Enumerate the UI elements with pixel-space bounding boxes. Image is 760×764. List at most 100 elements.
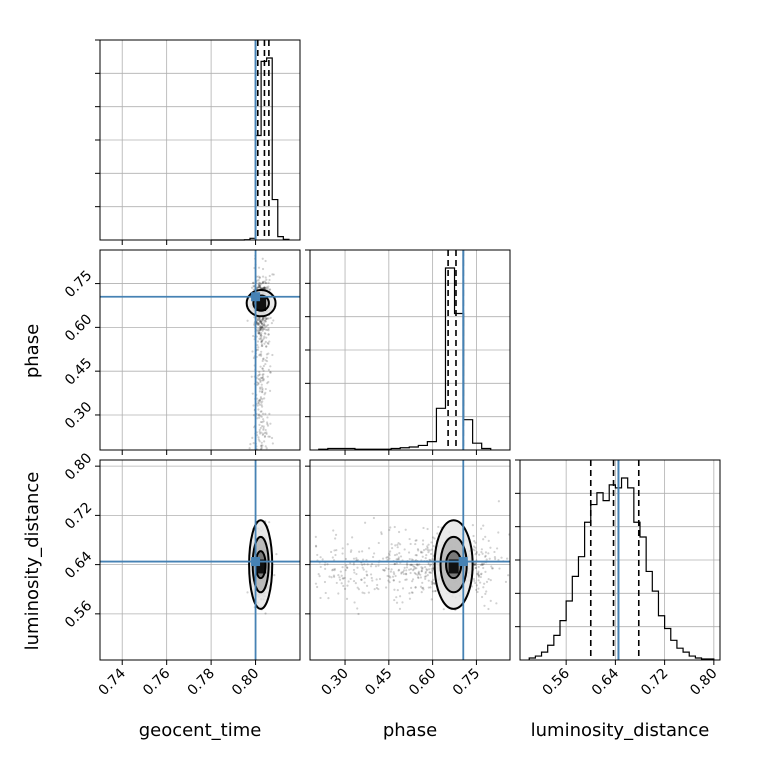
sample-point (261, 322, 264, 326)
sample-point (474, 553, 477, 556)
sample-point (261, 389, 264, 392)
sample-point (409, 568, 413, 571)
sample-point (416, 548, 420, 551)
sample-point (495, 602, 498, 605)
sample-point (485, 558, 488, 561)
sample-point (321, 558, 324, 561)
sample-point (363, 592, 366, 595)
sample-point (402, 569, 406, 572)
sample-point (262, 425, 265, 428)
sample-point (260, 326, 263, 329)
sample-point (264, 328, 268, 331)
sample-point (265, 317, 268, 320)
sample-point (319, 596, 322, 600)
sample-point (414, 539, 417, 542)
sample-point (261, 267, 265, 271)
sample-point (257, 266, 261, 269)
sample-point (256, 344, 259, 347)
pair-geocent-time-phase (100, 250, 300, 450)
sample-point (405, 566, 409, 569)
sample-point (259, 325, 262, 328)
sample-point (265, 359, 269, 363)
sample-point (258, 332, 261, 336)
sample-point (397, 530, 401, 534)
sample-point (261, 318, 264, 321)
sample-point (389, 550, 392, 553)
sample-point (411, 591, 414, 594)
sample-point (267, 333, 270, 336)
sample-point (385, 556, 388, 559)
frame-hist-geocent-time (99, 39, 301, 241)
sample-point (263, 319, 266, 322)
sample-point (366, 574, 369, 577)
sample-point (490, 567, 494, 570)
sample-point (340, 582, 343, 585)
sample-point (392, 579, 395, 582)
sample-point (257, 285, 261, 289)
sample-point (404, 578, 407, 581)
sample-point (261, 376, 264, 380)
sample-point (416, 564, 419, 567)
sample-point (426, 546, 429, 550)
sample-point (257, 331, 261, 334)
sample-point (369, 573, 373, 576)
sample-point (392, 579, 395, 582)
sample-point (343, 576, 346, 580)
sample-point (264, 387, 267, 391)
sample-point (268, 274, 271, 278)
sample-point (262, 328, 265, 331)
sample-point (258, 403, 261, 406)
sample-point (261, 387, 264, 390)
sample-point (395, 596, 398, 599)
sample-point (261, 316, 265, 320)
sample-point (389, 570, 392, 573)
tick-label-phase-0: 0.30 (319, 666, 352, 699)
sample-point (256, 322, 259, 326)
sample-point (256, 348, 259, 352)
sample-point (258, 317, 261, 320)
sample-point (484, 535, 487, 538)
sample-point (316, 553, 319, 557)
sample-point (259, 325, 262, 328)
sample-point (474, 566, 477, 570)
sample-point (260, 334, 263, 337)
sample-point (266, 375, 269, 378)
sample-point (433, 582, 436, 585)
sample-point (261, 421, 264, 424)
sample-point (257, 322, 260, 326)
contour-2 (433, 519, 474, 610)
sample-point (262, 323, 266, 326)
sample-point (269, 371, 272, 374)
sample-point (363, 576, 366, 580)
sample-point (491, 567, 494, 570)
sample-point (251, 392, 254, 395)
sample-point (257, 408, 260, 411)
sample-point (419, 585, 423, 588)
sample-point (257, 329, 260, 332)
sample-point (365, 570, 368, 573)
sample-point (260, 340, 263, 343)
sample-point (421, 581, 424, 584)
sample-point (345, 597, 349, 600)
sample-point (261, 367, 264, 370)
sample-point (471, 523, 474, 527)
sample-point (257, 285, 260, 288)
sample-point (264, 359, 267, 362)
tick-label-phase-3: 0.75 (62, 268, 95, 301)
sample-point (335, 549, 338, 552)
sample-point (260, 336, 263, 339)
sample-point (493, 556, 497, 559)
sample-point (390, 543, 393, 546)
sample-point (258, 373, 261, 377)
sample-point (265, 431, 268, 434)
sample-point (381, 568, 385, 571)
sample-point (346, 566, 349, 570)
sample-point (342, 577, 345, 580)
sample-point (258, 326, 261, 330)
sample-point (259, 320, 262, 323)
sample-point (258, 332, 261, 335)
sample-point (480, 527, 483, 530)
sample-point (424, 570, 427, 573)
sample-point (432, 590, 435, 593)
sample-point (259, 376, 262, 380)
